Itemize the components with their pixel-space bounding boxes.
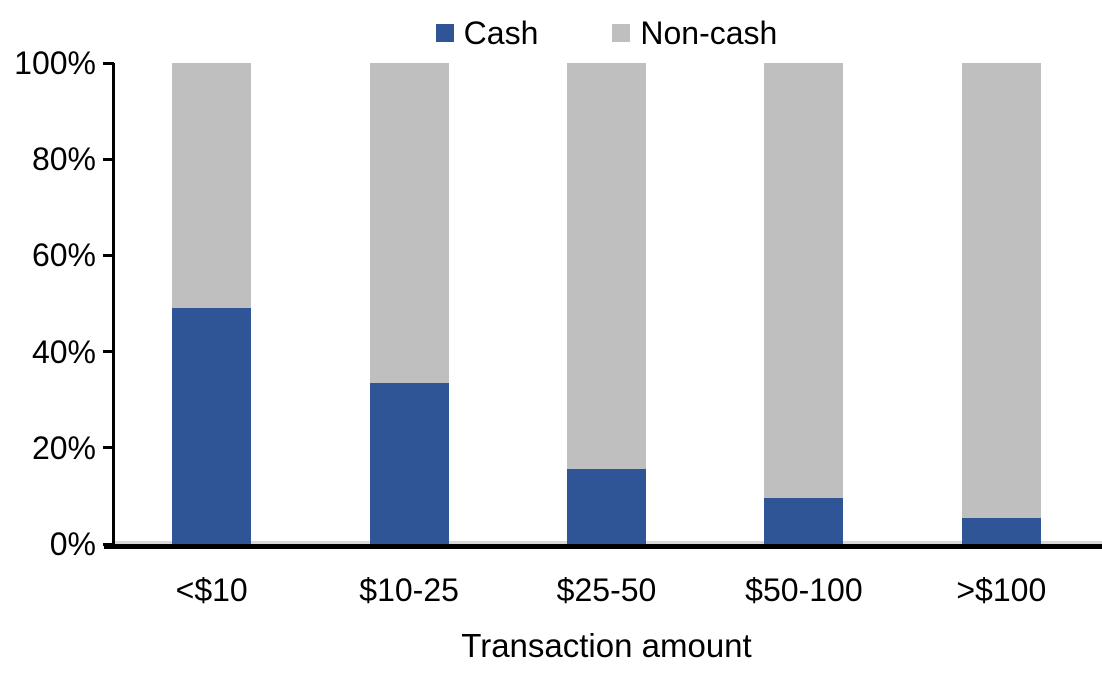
y-tick-label: 40% bbox=[31, 333, 96, 370]
stacked-bar bbox=[369, 63, 449, 544]
x-tick-label: >$100 bbox=[956, 572, 1047, 608]
x-tick-label: $10-25 bbox=[359, 572, 459, 608]
x-axis-title: Transaction amount bbox=[461, 627, 752, 664]
y-tick-label: 60% bbox=[31, 237, 96, 274]
bar-segment-noncash bbox=[172, 63, 252, 309]
y-tick-label: 80% bbox=[31, 141, 96, 178]
bar-segment-noncash bbox=[961, 63, 1041, 518]
y-tick-mark bbox=[103, 61, 114, 65]
bar-segment-cash bbox=[172, 308, 252, 544]
y-tick-mark bbox=[103, 157, 114, 161]
bar-segment-noncash bbox=[369, 63, 449, 383]
chart-legend: Cash Non-cash bbox=[113, 14, 1100, 52]
bar-group bbox=[705, 63, 902, 544]
y-tick-label: 100% bbox=[14, 45, 96, 81]
bar-group bbox=[903, 63, 1100, 544]
bar-segment-cash bbox=[764, 498, 844, 544]
legend-item-cash: Cash bbox=[435, 14, 539, 52]
y-axis-line bbox=[112, 63, 115, 546]
bar-segment-noncash bbox=[764, 63, 844, 499]
y-tick-label: 0% bbox=[49, 526, 96, 562]
x-tick-label: $25-50 bbox=[556, 572, 657, 608]
legend-label-noncash: Non-cash bbox=[640, 15, 778, 51]
bar-group bbox=[310, 63, 507, 544]
y-tick-mark bbox=[103, 253, 114, 257]
legend-label-cash: Cash bbox=[463, 15, 539, 51]
stacked-bar bbox=[764, 63, 844, 544]
cash-swatch-icon bbox=[435, 24, 454, 42]
bar-segment-noncash bbox=[567, 63, 647, 470]
plot-area bbox=[113, 63, 1100, 544]
x-axis-line bbox=[104, 544, 1102, 549]
bar-segment-cash bbox=[567, 469, 647, 544]
x-tick-label: <$10 bbox=[175, 572, 248, 608]
y-tick-label: 20% bbox=[31, 429, 96, 466]
stacked-bar bbox=[567, 63, 647, 544]
bar-segment-cash bbox=[369, 382, 449, 544]
legend-item-noncash: Non-cash bbox=[612, 14, 777, 52]
bar-group bbox=[113, 63, 310, 544]
bar-segment-cash bbox=[961, 517, 1041, 544]
noncash-swatch-icon bbox=[612, 24, 631, 42]
x-tick-label: $50-100 bbox=[745, 572, 863, 608]
y-tick-mark bbox=[103, 446, 114, 450]
y-tick-mark bbox=[103, 350, 114, 354]
stacked-bar bbox=[172, 63, 252, 544]
y-axis-labels: 0% 20% 40% 60% 80% 100% bbox=[0, 0, 114, 673]
bar-group bbox=[508, 63, 705, 544]
stacked-bar bbox=[961, 63, 1041, 544]
